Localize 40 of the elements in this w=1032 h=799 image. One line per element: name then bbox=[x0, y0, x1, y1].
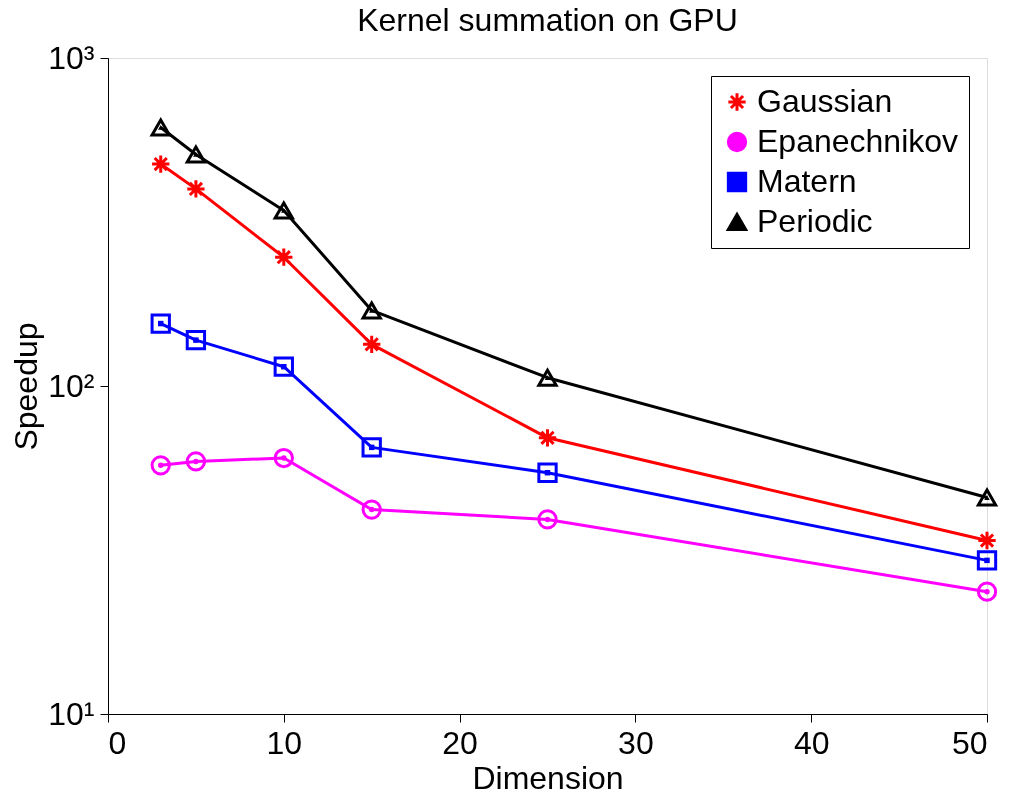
y-axis-title: Speedup bbox=[8, 322, 45, 451]
x-tick-label: 20 bbox=[442, 724, 478, 761]
point bbox=[537, 427, 558, 448]
x-tick-label: 0 bbox=[108, 724, 127, 761]
legend-label: Periodic bbox=[757, 203, 873, 239]
x-tick-label: 50 bbox=[951, 724, 988, 761]
point bbox=[273, 447, 294, 469]
legend-label: Matern bbox=[757, 163, 857, 199]
point bbox=[976, 581, 998, 602]
point bbox=[185, 178, 207, 200]
point bbox=[150, 455, 171, 476]
point bbox=[185, 451, 207, 472]
point bbox=[537, 462, 558, 483]
legend-label: Epanechnikov bbox=[757, 123, 959, 159]
point bbox=[976, 550, 998, 571]
point bbox=[185, 329, 207, 351]
point bbox=[273, 247, 294, 268]
point bbox=[150, 153, 171, 175]
point bbox=[185, 145, 207, 164]
point bbox=[361, 334, 382, 355]
x-axis-title: Dimension bbox=[472, 759, 624, 796]
y-tick-label: 10² bbox=[48, 367, 95, 404]
x-tick-label: 30 bbox=[618, 724, 654, 761]
point bbox=[273, 356, 294, 377]
y-tick-label: 10³ bbox=[48, 39, 95, 76]
point bbox=[273, 201, 294, 220]
point bbox=[361, 437, 382, 458]
point bbox=[150, 118, 171, 137]
point bbox=[361, 499, 382, 520]
point bbox=[537, 509, 558, 530]
point bbox=[976, 530, 998, 551]
chart-title: Kernel summation on GPU bbox=[357, 2, 738, 38]
point bbox=[150, 313, 171, 334]
legend-label: Gaussian bbox=[757, 83, 893, 119]
x-tick-label: 40 bbox=[793, 724, 830, 761]
point bbox=[361, 301, 382, 320]
x-tick-label: 10 bbox=[266, 724, 303, 761]
point bbox=[976, 488, 998, 507]
y-tick-label: 10¹ bbox=[48, 695, 95, 732]
point bbox=[537, 368, 558, 387]
